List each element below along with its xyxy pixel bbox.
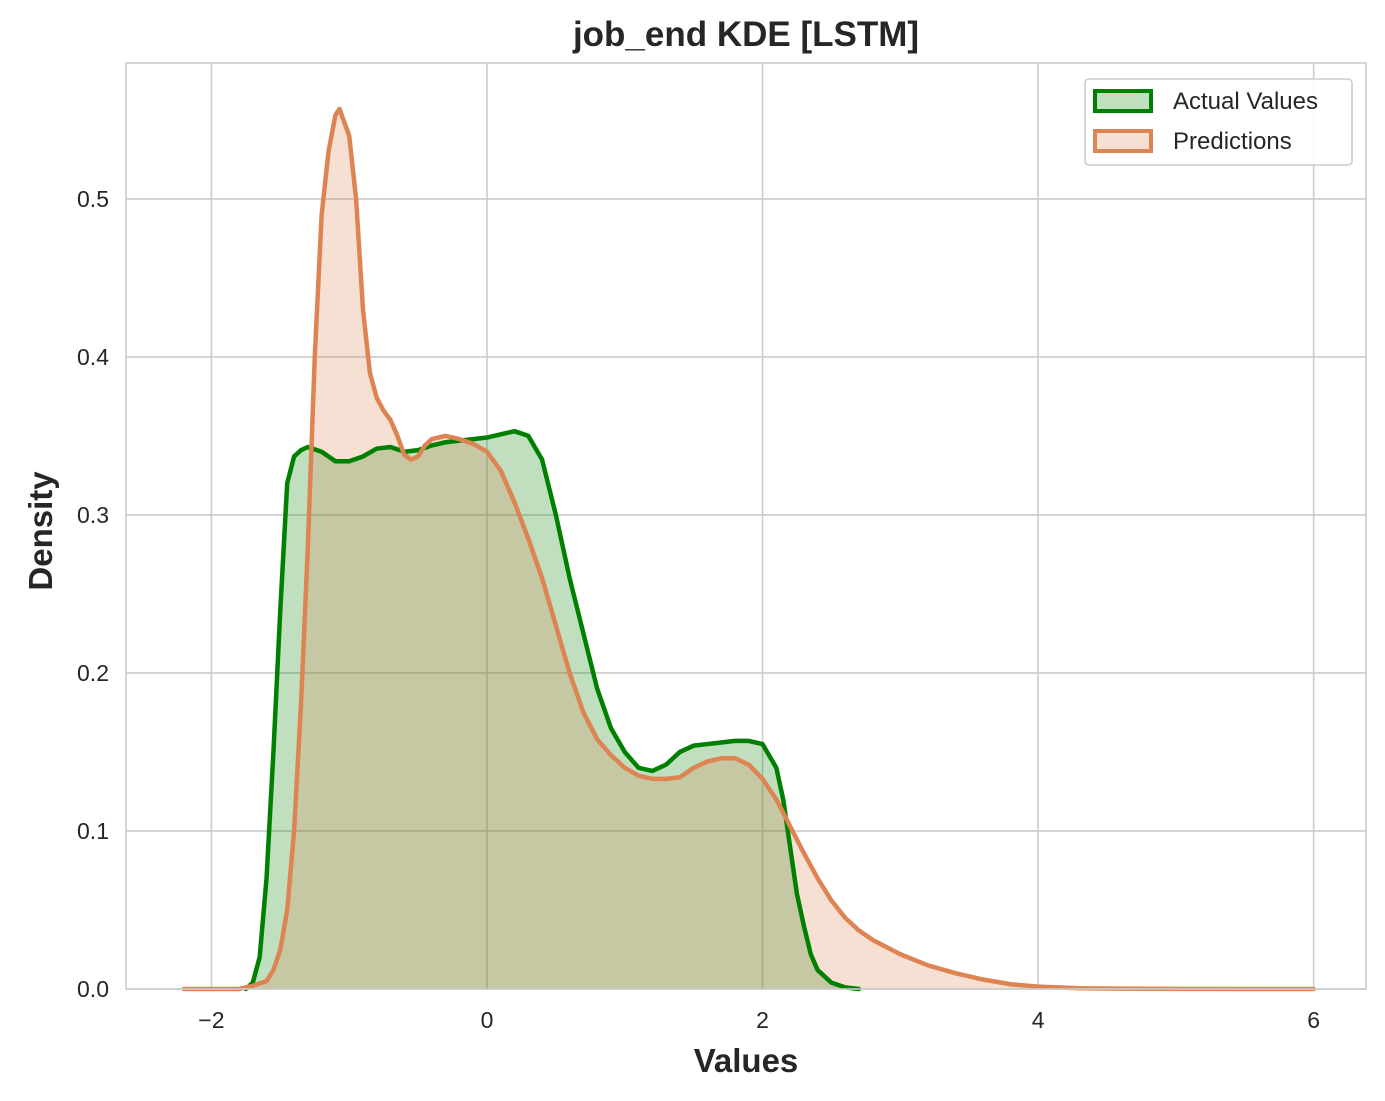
series-fill-1 <box>183 108 1314 989</box>
chart-title: job_end KDE [LSTM] <box>572 15 919 54</box>
y-tick-label: 0.3 <box>77 502 109 528</box>
y-tick-label: 0.2 <box>77 660 109 686</box>
legend-label: Predictions <box>1173 128 1292 155</box>
y-axis-ticks: 0.0 0.1 0.2 0.3 0.4 0.5 <box>77 186 109 1002</box>
y-tick-label: 0.4 <box>77 344 109 370</box>
series-lines <box>181 106 1316 992</box>
x-tick-label: 2 <box>756 1007 769 1033</box>
x-tick-label: 4 <box>1032 1007 1045 1033</box>
series-fills <box>183 108 1314 989</box>
legend-swatch <box>1093 89 1153 113</box>
series-line-1 <box>181 106 1316 992</box>
grid-lines <box>126 63 1366 990</box>
x-axis-ticks: −2 0 2 4 6 <box>198 1007 1320 1033</box>
legend-swatch <box>1093 129 1153 153</box>
y-axis-label: Density <box>22 471 59 591</box>
y-tick-label: 0.0 <box>77 976 109 1002</box>
x-axis-label: Values <box>694 1042 799 1079</box>
x-tick-label: 6 <box>1307 1007 1320 1033</box>
y-tick-label: 0.1 <box>77 818 109 844</box>
plot-frame <box>125 62 1367 990</box>
x-tick-label: −2 <box>198 1007 224 1033</box>
series-fill-0 <box>245 431 859 989</box>
x-tick-label: 0 <box>481 1007 494 1033</box>
legend: Actual Values Predictions <box>1084 78 1353 166</box>
legend-label: Actual Values <box>1173 88 1318 115</box>
y-tick-label: 0.5 <box>77 186 109 212</box>
series-line-0 <box>243 428 862 992</box>
